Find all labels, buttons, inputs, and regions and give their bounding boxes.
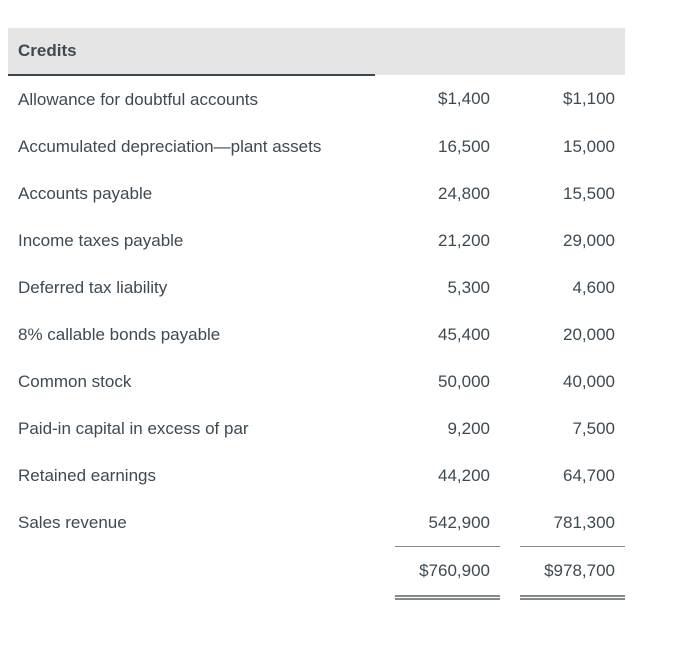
totals-row: $760,900 $978,700 bbox=[8, 546, 625, 600]
amount-col1: 5,300 bbox=[447, 277, 490, 297]
amount-col1-cell: 45,400 bbox=[375, 311, 500, 358]
amount-col1: 45,400 bbox=[438, 324, 490, 344]
amount-col2-cell: 4,600 bbox=[500, 264, 625, 311]
amount-col2-cell: $1,100 bbox=[500, 75, 625, 123]
amount-col2: 20,000 bbox=[563, 324, 615, 344]
amount-col1-cell: 9,200 bbox=[375, 405, 500, 452]
account-label: Income taxes payable bbox=[18, 230, 184, 250]
amount-col2-cell: 29,000 bbox=[500, 217, 625, 264]
amount-col1-cell: 44,200 bbox=[375, 452, 500, 499]
total-col1: $760,900 bbox=[395, 546, 500, 600]
amount-col1: 24,800 bbox=[438, 183, 490, 203]
table-footer: $760,900 $978,700 bbox=[8, 546, 625, 600]
table-row: Retained earnings 44,200 64,700 bbox=[8, 452, 625, 499]
amount-col1: 44,200 bbox=[438, 465, 490, 485]
amount-col2-cell: 15,000 bbox=[500, 123, 625, 170]
table-title: Credits bbox=[8, 28, 375, 76]
account-label: Accumulated depreciation—plant assets bbox=[18, 136, 322, 156]
table-row: Deferred tax liability 5,300 4,600 bbox=[8, 264, 625, 311]
totals-label-spacer bbox=[8, 546, 375, 600]
table-row: Sales revenue 542,900 781,300 bbox=[8, 499, 625, 546]
header-spacer-col1 bbox=[375, 28, 500, 75]
amount-col2: 64,700 bbox=[563, 465, 615, 485]
amount-col1: 542,900 bbox=[428, 512, 490, 532]
amount-col1: 9,200 bbox=[447, 418, 490, 438]
table-body: Allowance for doubtful accounts $1,400 $1,… bbox=[8, 75, 625, 546]
amount-col2-cell: 40,000 bbox=[500, 358, 625, 405]
header-row: Credits bbox=[8, 28, 625, 76]
amount-col1-cell: 21,200 bbox=[375, 217, 500, 264]
amount-col1: 21,200 bbox=[438, 230, 490, 250]
header-spacer-col2 bbox=[500, 28, 625, 75]
total-col1-cell: $760,900 bbox=[375, 546, 500, 600]
table-row: Accumulated depreciation—plant assets 16,… bbox=[8, 123, 625, 170]
table-row: Paid-in capital in excess of par 9,200 7,5… bbox=[8, 405, 625, 452]
table-header: Credits bbox=[8, 28, 625, 76]
account-label: Allowance for doubtful accounts bbox=[18, 89, 259, 109]
account-label: Accounts payable bbox=[18, 183, 153, 203]
amount-col2: $1,100 bbox=[563, 89, 615, 108]
credits-table-wrap: Credits Allowance for doubtful accounts $… bbox=[8, 28, 625, 600]
amount-col2-cell: 20,000 bbox=[500, 311, 625, 358]
amount-col1-cell: 542,900 bbox=[375, 499, 500, 546]
amount-col1-cell: 24,800 bbox=[375, 170, 500, 217]
total-col2: $978,700 bbox=[520, 546, 625, 600]
amount-col1-cell: 50,000 bbox=[375, 358, 500, 405]
table-row: Income taxes payable 21,200 29,000 bbox=[8, 217, 625, 264]
table-row: 8% callable bonds payable 45,400 20,000 bbox=[8, 311, 625, 358]
amount-col2-cell: 64,700 bbox=[500, 452, 625, 499]
amount-col2: 15,500 bbox=[563, 183, 615, 203]
account-label: Deferred tax liability bbox=[18, 277, 168, 297]
amount-col2: 29,000 bbox=[563, 230, 615, 250]
amount-col2-cell: 781,300 bbox=[500, 499, 625, 546]
amount-col1-cell: 5,300 bbox=[375, 264, 500, 311]
amount-col2-cell: 15,500 bbox=[500, 170, 625, 217]
amount-col2: 781,300 bbox=[553, 512, 615, 532]
amount-col2: 40,000 bbox=[563, 371, 615, 391]
amount-col1-cell: $1,400 bbox=[375, 75, 500, 123]
table-row: Common stock 50,000 40,000 bbox=[8, 358, 625, 405]
amount-col1: 50,000 bbox=[438, 371, 490, 391]
amount-col2: 7,500 bbox=[572, 418, 615, 438]
account-label: Retained earnings bbox=[18, 465, 156, 485]
table-row: Allowance for doubtful accounts $1,400 $1,… bbox=[8, 75, 625, 123]
amount-col2: 4,600 bbox=[572, 277, 615, 297]
amount-col1: 16,500 bbox=[438, 136, 490, 156]
account-label: 8% callable bonds payable bbox=[18, 324, 221, 344]
amount-col1: $1,400 bbox=[438, 89, 490, 108]
credits-table: Credits Allowance for doubtful accounts $… bbox=[8, 28, 625, 600]
amount-col1-cell: 16,500 bbox=[375, 123, 500, 170]
table-row: Accounts payable 24,800 15,500 bbox=[8, 170, 625, 217]
amount-col2-cell: 7,500 bbox=[500, 405, 625, 452]
account-label: Sales revenue bbox=[18, 512, 127, 532]
account-label: Paid-in capital in excess of par bbox=[18, 418, 249, 438]
account-label: Common stock bbox=[18, 371, 132, 391]
amount-col2: 15,000 bbox=[563, 136, 615, 156]
total-col2-cell: $978,700 bbox=[500, 546, 625, 600]
